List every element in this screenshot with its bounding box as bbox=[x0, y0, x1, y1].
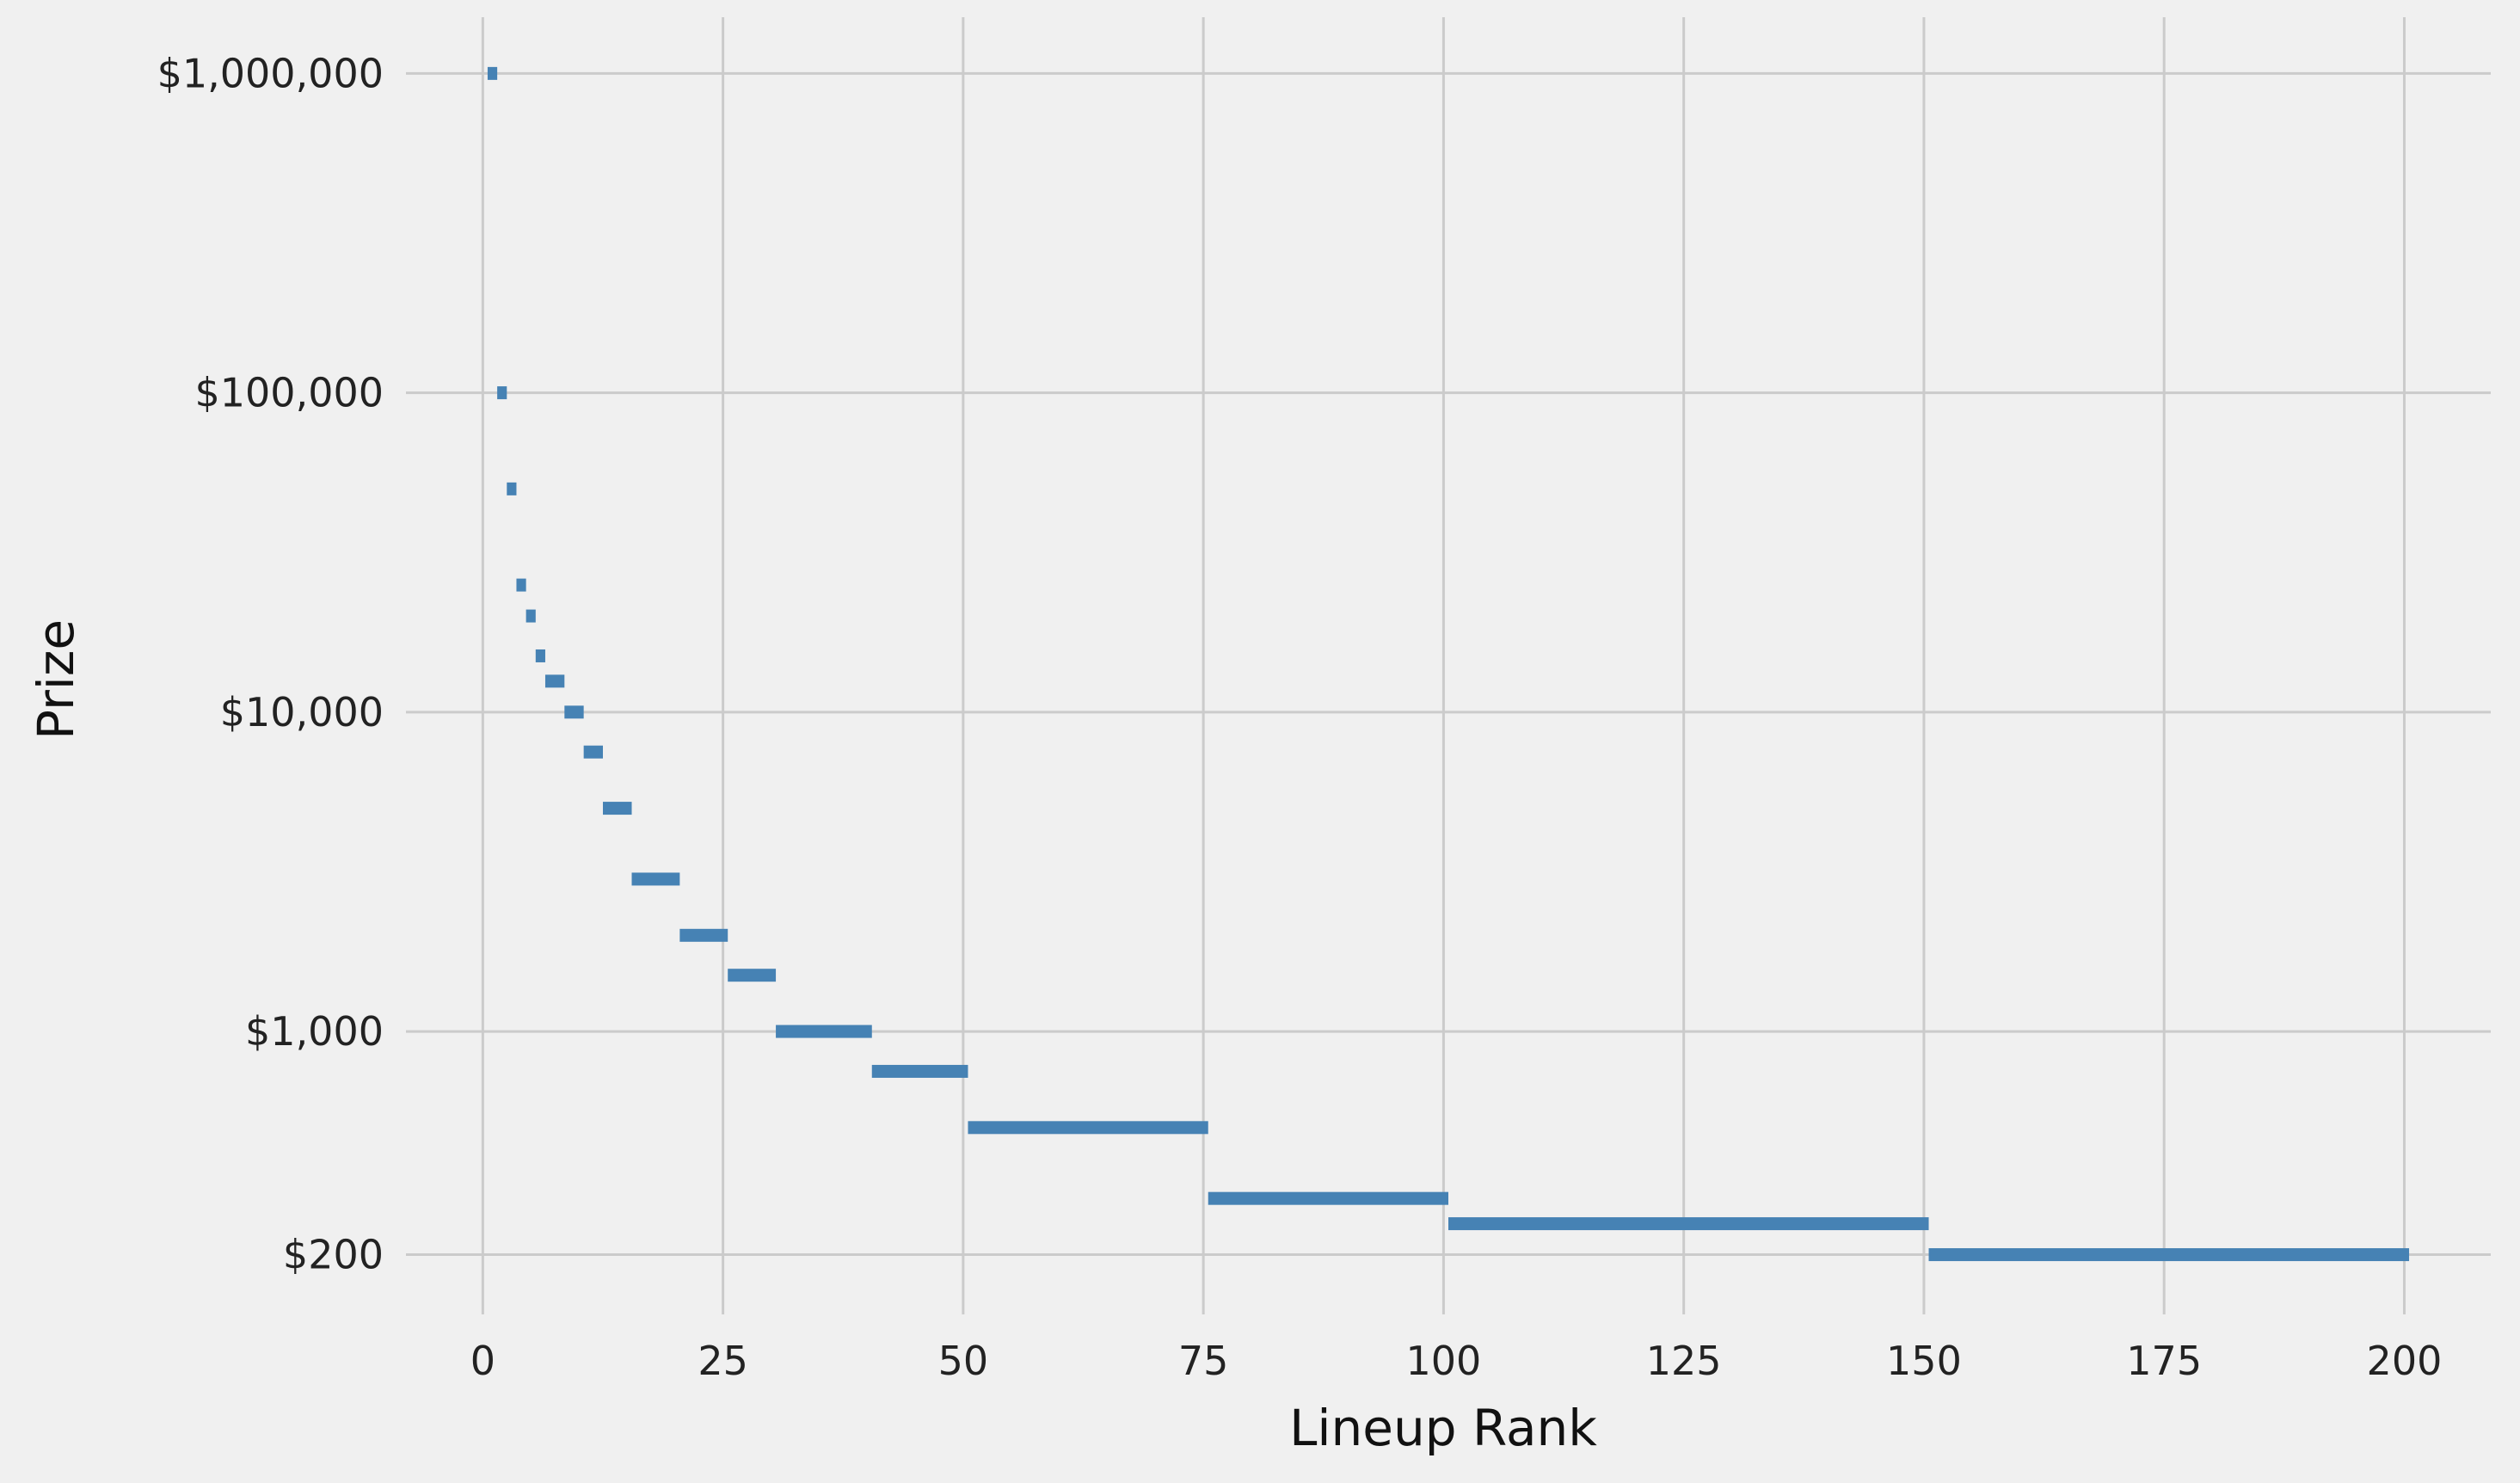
x-tick-label: 125 bbox=[1646, 1338, 1722, 1384]
prize-segment bbox=[776, 1025, 872, 1038]
x-tick-label: 150 bbox=[1886, 1338, 1962, 1384]
prize-segment bbox=[1928, 1248, 2410, 1262]
prize-segment bbox=[602, 802, 632, 815]
x-tick-label: 50 bbox=[938, 1338, 989, 1384]
prize-segment bbox=[679, 928, 728, 942]
x-tick-label: 100 bbox=[1406, 1338, 1482, 1384]
x-axis-ticks: 0 25 50 75 100 125 150 175 200 bbox=[470, 1338, 2443, 1384]
x-tick-label: 25 bbox=[698, 1338, 748, 1384]
prize-segment bbox=[544, 674, 565, 688]
prize-segment bbox=[564, 705, 584, 719]
prize-segment bbox=[728, 969, 777, 982]
y-axis-ticks: $200 $1,000 $10,000 $100,000 $1,000,000 bbox=[157, 50, 384, 1277]
x-axis-title: Lineup Rank bbox=[1289, 1399, 1597, 1457]
x-tick-label: 0 bbox=[470, 1338, 495, 1384]
prize-segment bbox=[968, 1121, 1208, 1135]
x-tick-label: 75 bbox=[1178, 1338, 1229, 1384]
prize-segment bbox=[487, 66, 498, 80]
prize-segment bbox=[516, 578, 526, 592]
y-tick-label: $10,000 bbox=[220, 689, 384, 735]
y-tick-label: $1,000,000 bbox=[157, 50, 384, 96]
y-tick-label: $100,000 bbox=[195, 370, 384, 416]
prize-segment bbox=[871, 1064, 968, 1078]
prize-segment bbox=[1208, 1191, 1448, 1205]
y-axis-title: Prize bbox=[27, 619, 85, 740]
prize-segment bbox=[583, 745, 603, 759]
prize-segment bbox=[1448, 1217, 1929, 1231]
y-tick-label: $1,000 bbox=[245, 1008, 384, 1055]
prize-segment bbox=[526, 609, 536, 623]
data-segments bbox=[487, 66, 2410, 1262]
prize-segment bbox=[497, 386, 507, 400]
prize-segment bbox=[535, 649, 545, 662]
prize-segment bbox=[507, 482, 517, 495]
prize-segment bbox=[631, 872, 680, 886]
x-tick-label: 200 bbox=[2367, 1338, 2443, 1384]
x-tick-label: 175 bbox=[2126, 1338, 2202, 1384]
y-tick-label: $200 bbox=[283, 1232, 384, 1278]
